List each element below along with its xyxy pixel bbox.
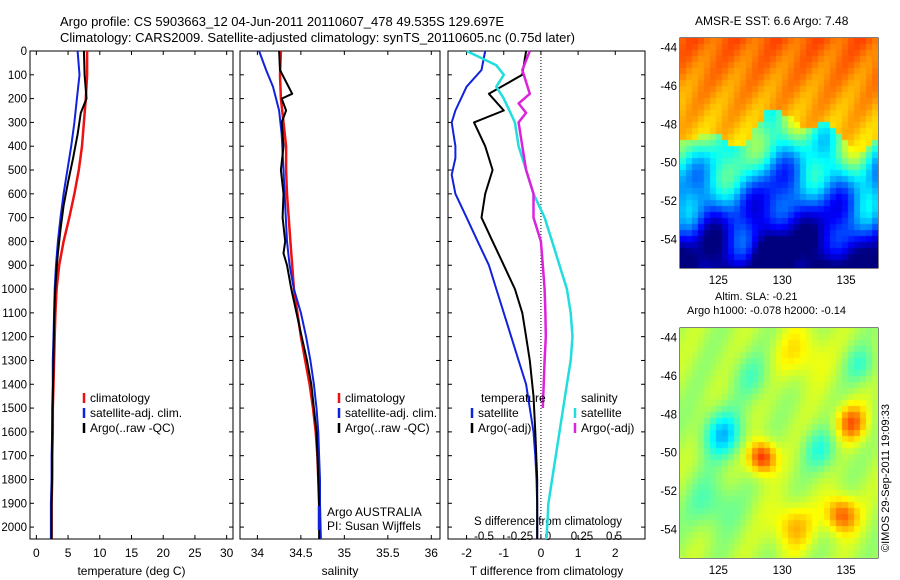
series-line-difference-0 [450, 50, 539, 539]
x-tick-label-temperature: 15 [125, 546, 139, 560]
y-tick-label: 400 [8, 141, 27, 153]
plot-frame-difference [447, 50, 646, 540]
y-tick-label: 1500 [1, 403, 27, 415]
x2-tick-label: -0.5 [474, 531, 494, 543]
map-y-tick-label-sla: -50 [660, 448, 677, 460]
diff-temperature-legend-label: satellite [478, 406, 519, 420]
series-line-salinity-0 [278, 50, 322, 540]
series-line-difference-2 [466, 49, 574, 540]
sla-heatmap [680, 328, 878, 558]
x-tick-label-difference: -1 [498, 546, 509, 560]
x-tick-label-difference: 0 [538, 546, 545, 560]
x-tick-label-temperature: 30 [220, 546, 234, 560]
map-y-tick-label-sst: -52 [660, 196, 677, 208]
argo-program-label: Argo AUSTRALIA [327, 505, 422, 519]
y-tick-label: 900 [8, 260, 27, 272]
sst-heatmap [680, 38, 878, 268]
map-y-tick-label-sst: -48 [660, 119, 677, 131]
y-tick-label: 1800 [1, 474, 27, 486]
x2-tick-label: 0 [545, 531, 551, 543]
x-tick-label-temperature: 10 [93, 546, 107, 560]
y-tick-label: 200 [8, 94, 27, 106]
x2-tick-label: 0.5 [606, 531, 622, 543]
temperature-legend-label: climatology [90, 391, 150, 405]
x-axis-label-temperature: temperature (deg C) [77, 564, 185, 578]
salinity-legend-label: satellite-adj. clim. [345, 406, 437, 420]
x-tick-label-salinity: 35 [338, 546, 352, 560]
series-line-temperature-2 [50, 50, 88, 539]
figure-title-line-1: Argo profile: CS 5903663_12 04-Jun-2011 … [60, 14, 505, 29]
x-tick-label-salinity: 36 [425, 546, 439, 560]
salinity-legend-label: Argo(..raw -QC) [345, 421, 430, 435]
y-tick-label: 1400 [1, 379, 27, 391]
map-y-tick-label-sla: -44 [660, 333, 677, 345]
map-y-tick-label-sst: -50 [660, 158, 677, 170]
y-tick-label: 1300 [1, 355, 27, 367]
argo-pi-label: PI: Susan Wijffels [327, 519, 421, 533]
x-tick-label-temperature: 5 [65, 546, 72, 560]
plot-frame-salinity [239, 50, 441, 540]
y-tick-label: 1100 [2, 308, 27, 320]
x-tick-label-salinity: 34 [251, 546, 265, 560]
y-tick-label: 2000 [1, 522, 27, 534]
y-tick-label: 300 [8, 117, 27, 129]
x-tick-label-salinity: 34.5 [289, 546, 313, 560]
x2-tick-label: -0.25 [507, 531, 533, 543]
y-tick-label: 1200 [1, 332, 27, 344]
diff-salinity-legend-label: Argo(-adj) [581, 421, 634, 435]
map-y-tick-label-sla: -52 [660, 486, 677, 498]
diff-salinity-legend-label: satellite [581, 406, 622, 420]
x-tick-label-difference: 2 [612, 546, 619, 560]
diff-salinity-legend-title: salinity [581, 391, 618, 405]
map-x-tick-label-sst: 135 [836, 275, 855, 287]
series-line-salinity-2 [278, 50, 321, 539]
y-tick-label: 1000 [1, 284, 27, 296]
x-axis-label-difference: T difference from climatology [470, 564, 624, 578]
series-line-temperature-0 [50, 51, 89, 539]
y-tick-label: 800 [8, 236, 27, 248]
imos-credit: ©IMOS 29-Sep-2011 19:09:33 [880, 404, 892, 552]
series-line-difference-3 [517, 50, 548, 409]
x-tick-label-salinity: 35.5 [376, 546, 400, 560]
sst-map-title: AMSR-E SST: 6.6 Argo: 7.48 [695, 14, 849, 28]
x-tick-label-temperature: 0 [33, 546, 40, 560]
plot-frame-temperature [29, 50, 234, 540]
sla-map-title-line-1: Altim. SLA: -0.21 [715, 291, 798, 303]
map-x-tick-label-sst: 125 [709, 275, 728, 287]
x-tick-label-temperature: 25 [188, 546, 202, 560]
series-line-salinity-1 [258, 50, 322, 540]
figure-title-line-2: Climatology: CARS2009. Satellite-adjuste… [60, 30, 575, 45]
map-y-tick-label-sla: -48 [660, 409, 677, 421]
map-y-tick-label-sst: -54 [660, 234, 677, 246]
map-x-tick-label-sla: 135 [836, 565, 855, 577]
map-x-tick-label-sst: 130 [773, 275, 792, 287]
series-line-difference-1 [473, 50, 539, 539]
x-tick-label-difference: 1 [575, 546, 582, 560]
map-x-tick-label-sla: 130 [773, 565, 792, 577]
sla-map-title-line-2: Argo h1000: -0.078 h2000: -0.14 [687, 305, 847, 317]
diff-temperature-legend-label: Argo(-adj) [478, 421, 531, 435]
x-tick-label-difference: -2 [461, 546, 472, 560]
y-tick-label: 1900 [1, 498, 27, 510]
diff-temperature-legend-title: temperature [481, 391, 546, 405]
y-tick-label: 700 [8, 213, 27, 225]
x-tick-label-temperature: 20 [157, 546, 171, 560]
y-tick-label: 1700 [1, 451, 27, 463]
map-x-tick-label-sla: 125 [709, 565, 728, 577]
x2-tick-label: 0.25 [571, 531, 593, 543]
map-y-tick-label-sla: -54 [660, 524, 677, 536]
temperature-legend-label: satellite-adj. clim. [90, 406, 182, 420]
map-y-tick-label-sla: -46 [660, 371, 677, 383]
temperature-legend-label: Argo(..raw -QC) [90, 421, 175, 435]
y-tick-label: 0 [21, 46, 27, 58]
salinity-legend-label: climatology [345, 391, 405, 405]
y-tick-label: 600 [8, 189, 27, 201]
y-tick-label: 1600 [1, 427, 27, 439]
y-tick-label: 100 [8, 70, 27, 82]
y-tick-label: 500 [8, 165, 27, 177]
x-axis-label-salinity: salinity [322, 564, 359, 578]
map-y-tick-label-sst: -46 [660, 81, 677, 93]
map-y-tick-label-sst: -44 [660, 43, 677, 55]
